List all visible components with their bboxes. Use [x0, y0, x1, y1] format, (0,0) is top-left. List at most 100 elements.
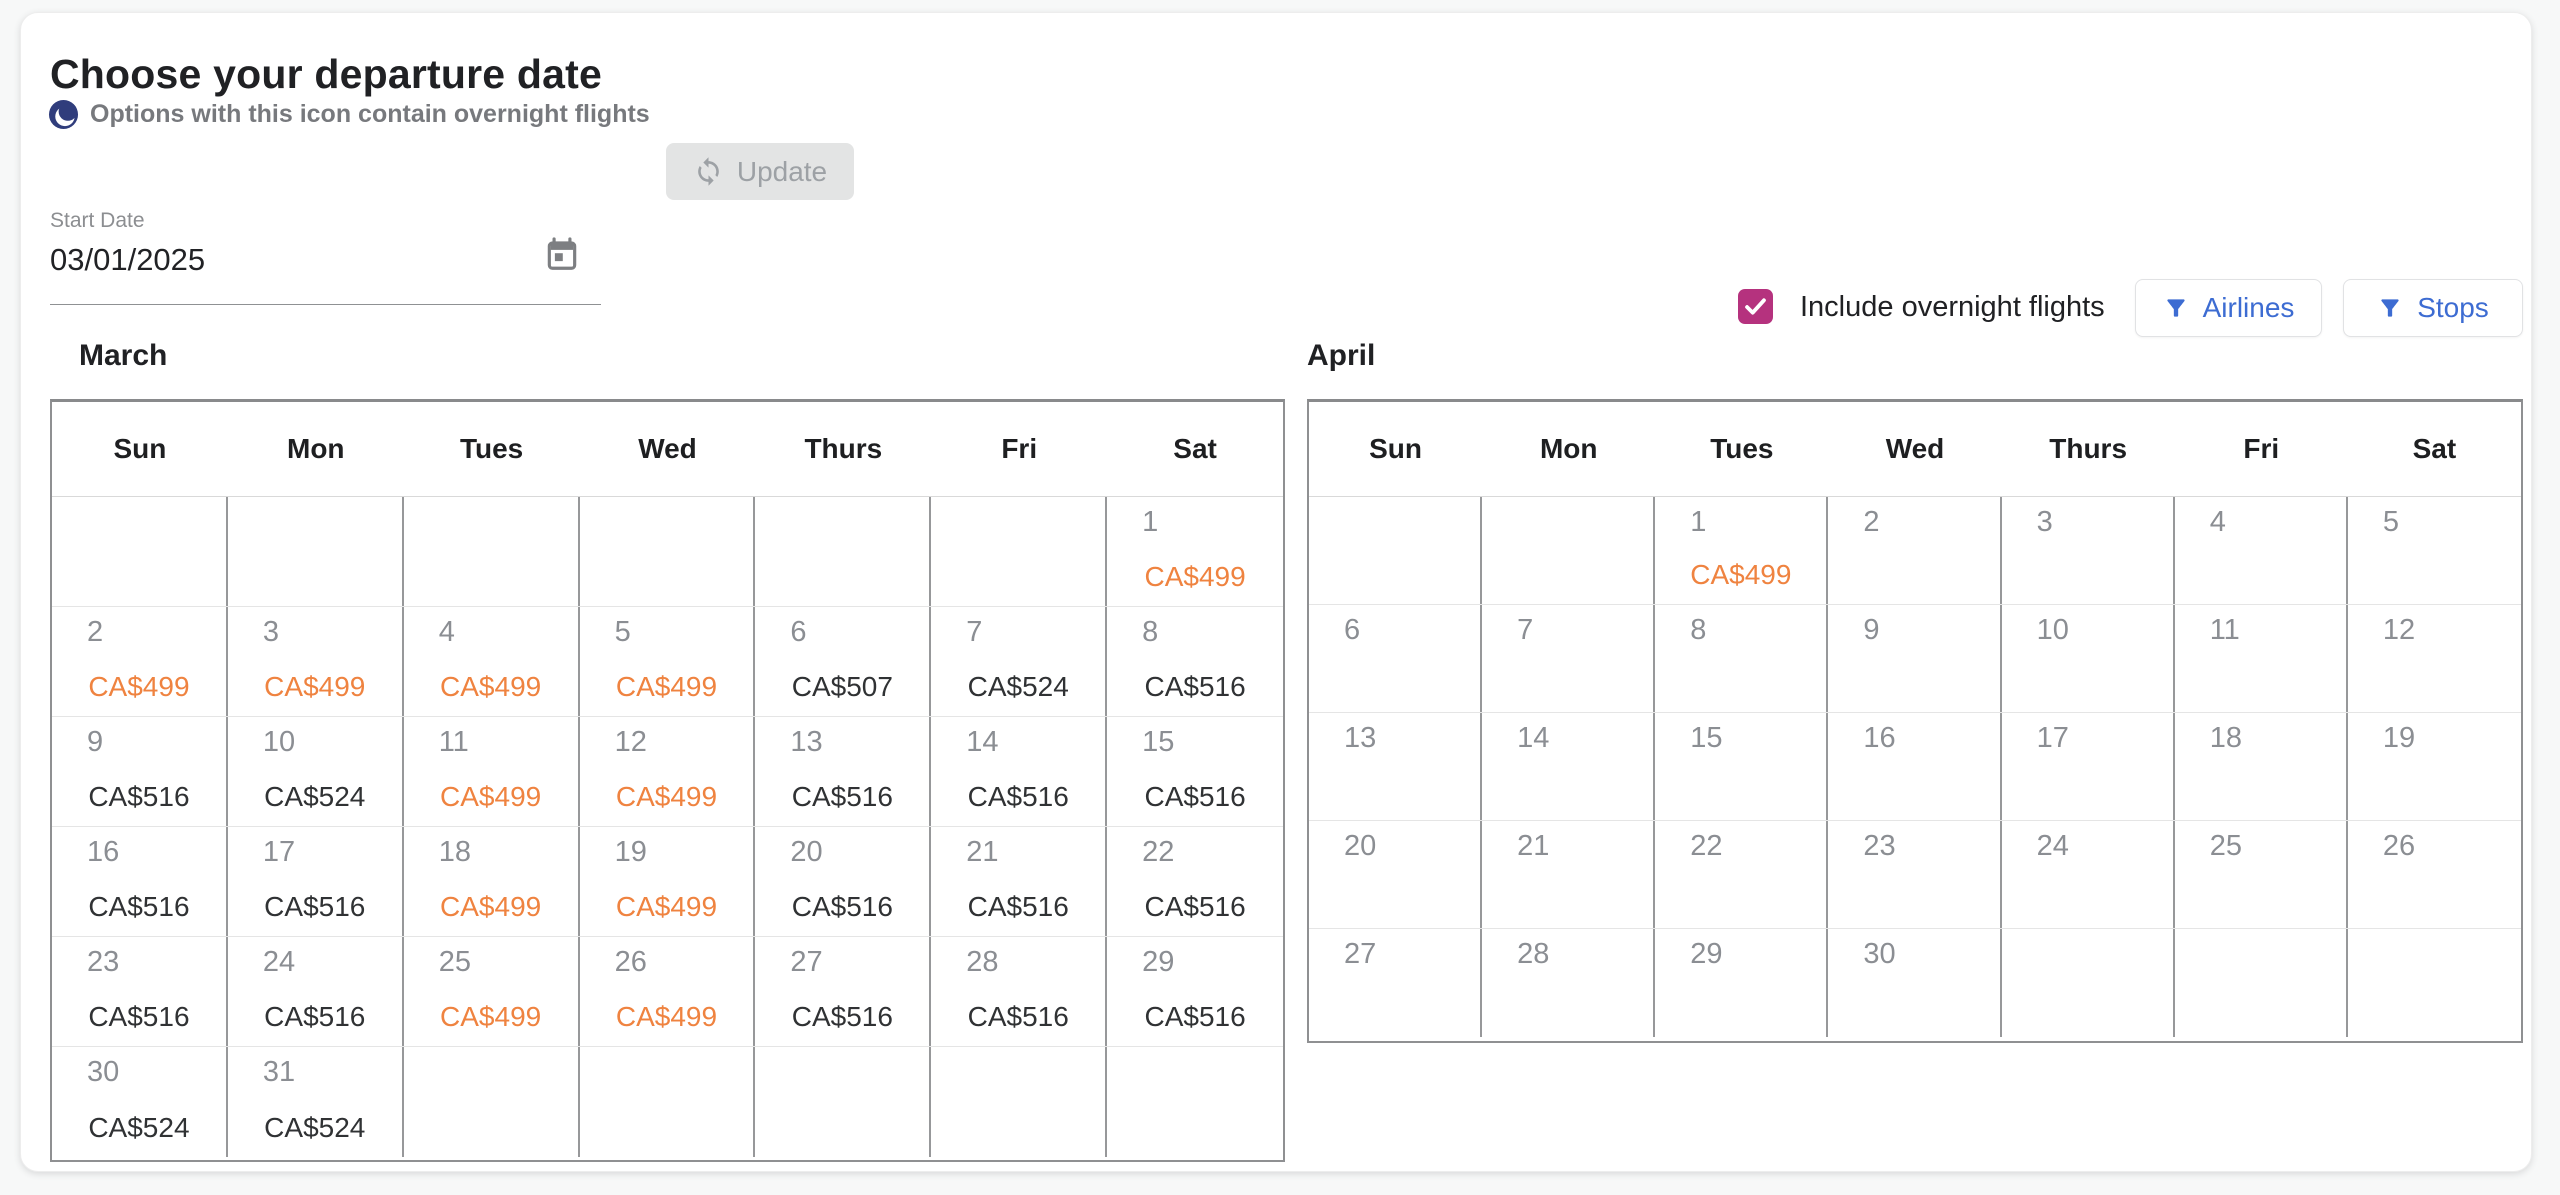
day-number: 2: [87, 616, 104, 648]
calendar-day-cell[interactable]: 4 CA$499: [404, 607, 580, 716]
calendar-day-cell: [228, 497, 404, 606]
calendar-day-cell: 13: [1309, 713, 1483, 820]
calendar-day-cell[interactable]: 5 CA$499: [580, 607, 756, 716]
calendar-day-cell[interactable]: 21 CA$516: [931, 827, 1108, 936]
calendar-day-cell: [2002, 929, 2175, 1037]
start-date-value[interactable]: 03/01/2025: [50, 242, 206, 277]
price-label: CA$499: [440, 781, 542, 812]
airlines-button-label: Airlines: [2202, 292, 2295, 323]
calendar-day-cell[interactable]: 22 CA$516: [1107, 827, 1283, 936]
start-date-field[interactable]: Start Date 03/01/2025: [50, 209, 601, 305]
calendar-day-cell[interactable]: 30 CA$524: [52, 1047, 228, 1157]
calendar-day-cell: 26: [2348, 821, 2521, 928]
day-number: 6: [1344, 614, 1361, 646]
calendar-day-cell: 24: [2002, 821, 2175, 928]
calendar-day-cell: [1107, 1047, 1283, 1157]
calendar-day-cell[interactable]: 8 CA$516: [1107, 607, 1283, 716]
day-number: 17: [2036, 722, 2069, 754]
day-number: 4: [438, 616, 455, 648]
calendar-day-cell[interactable]: 15 CA$516: [1107, 717, 1283, 826]
price-label: CA$524: [967, 671, 1069, 702]
day-number: 9: [87, 726, 104, 758]
calendar-day-cell: 16: [1828, 713, 2002, 820]
day-number: 11: [438, 726, 469, 758]
day-number: 19: [614, 836, 647, 868]
calendar-day-cell[interactable]: 11 CA$499: [404, 717, 580, 826]
calendar-day-cell[interactable]: 27 CA$516: [755, 937, 932, 1046]
calendar-day-cell[interactable]: 2 CA$499: [52, 607, 228, 716]
calendar-day-cell[interactable]: 29 CA$516: [1107, 937, 1283, 1046]
price-label: CA$516: [88, 1001, 190, 1032]
month-label-march: March: [79, 339, 168, 372]
calendar-day-cell[interactable]: 10 CA$524: [228, 717, 404, 826]
day-number: 16: [87, 836, 120, 868]
day-header: Wed: [1885, 433, 1945, 464]
calendar-day-cell[interactable]: 17 CA$516: [228, 827, 404, 936]
day-header: Thurs: [804, 433, 883, 464]
day-number: 28: [1517, 938, 1550, 970]
price-label: CA$499: [88, 671, 190, 702]
price-label: CA$524: [88, 1112, 190, 1143]
price-label: CA$499: [1690, 559, 1792, 590]
day-number: 29: [1690, 938, 1723, 970]
include-overnight-label[interactable]: Include overnight flights: [1800, 291, 2105, 323]
calendar-day-cell[interactable]: 31 CA$524: [228, 1047, 404, 1157]
calendar-week-row: 6 7 8 9 10 11 12: [1309, 605, 2521, 713]
day-number: 23: [1863, 830, 1896, 862]
calendar-day-cell[interactable]: 28 CA$516: [931, 937, 1108, 1046]
departure-date-card: Choose your departure date Options with …: [20, 12, 2532, 1172]
stops-filter-button[interactable]: Stops: [2343, 279, 2523, 337]
price-label: CA$499: [615, 891, 718, 922]
calendar-day-cell[interactable]: 26 CA$499: [580, 937, 756, 1046]
calendar-day-cell[interactable]: 3 CA$499: [228, 607, 404, 716]
price-label: CA$524: [264, 781, 366, 812]
day-number: 15: [1142, 726, 1175, 758]
price-label: CA$499: [264, 671, 366, 702]
calendar-day-cell: 15: [1655, 713, 1829, 820]
calendar-day-cell[interactable]: 23 CA$516: [52, 937, 228, 1046]
day-number: 14: [1517, 722, 1550, 754]
calendar-day-cell[interactable]: 6 CA$507: [755, 607, 932, 716]
calendar-day-cell[interactable]: 13 CA$516: [755, 717, 932, 826]
day-number: 30: [1863, 938, 1896, 970]
calendar-day-cell[interactable]: 7 CA$524: [931, 607, 1108, 716]
price-label: CA$516: [88, 891, 190, 922]
calendar-icon[interactable]: [543, 235, 581, 273]
day-number: 5: [2382, 506, 2399, 538]
calendar-day-cell[interactable]: 1 CA$499: [1107, 497, 1283, 606]
include-overnight-checkbox[interactable]: [1738, 289, 1773, 324]
calendar-day-cell[interactable]: 24 CA$516: [228, 937, 404, 1046]
calendar-day-cell[interactable]: 16 CA$516: [52, 827, 228, 936]
update-button[interactable]: Update: [666, 143, 854, 200]
calendar-day-cell: 22: [1655, 821, 1829, 928]
overnight-moon-icon: [48, 99, 79, 130]
calendar-day-cell[interactable]: 1 CA$499: [1655, 497, 1829, 604]
calendar-day-cell[interactable]: 9 CA$516: [52, 717, 228, 826]
day-number: 16: [1863, 722, 1896, 754]
calendar-day-cell[interactable]: 19 CA$499: [580, 827, 756, 936]
calendar-day-cell[interactable]: 14 CA$516: [931, 717, 1108, 826]
day-header: Fri: [2243, 433, 2280, 464]
calendar-day-cell: [2348, 929, 2521, 1037]
calendar-day-cell[interactable]: 20 CA$516: [755, 827, 932, 936]
price-label: CA$516: [967, 781, 1069, 812]
day-number: 27: [790, 946, 823, 978]
price-label: CA$524: [264, 1112, 366, 1143]
day-number: 10: [262, 726, 296, 758]
day-number: 22: [1690, 830, 1723, 862]
day-number: 14: [966, 726, 999, 758]
day-header: Sun: [113, 433, 167, 464]
calendar-day-cell[interactable]: 25 CA$499: [404, 937, 580, 1046]
price-label: CA$516: [1144, 781, 1246, 812]
day-number: 13: [790, 726, 823, 758]
day-number: 22: [1142, 836, 1175, 868]
calendar-day-cell: 17: [2002, 713, 2175, 820]
calendar-day-cell[interactable]: 12 CA$499: [580, 717, 756, 826]
calendar-day-cell[interactable]: 18 CA$499: [404, 827, 580, 936]
calendar-day-cell: 20: [1309, 821, 1483, 928]
calendar-week-row: 20 21 22 23 24 25 26: [1309, 821, 2521, 929]
checkmark-icon: [1745, 298, 1766, 315]
airlines-filter-button[interactable]: Airlines: [2135, 279, 2322, 337]
day-header: Tues: [1710, 433, 1774, 464]
overnight-legend: Options with this icon contain overnight…: [48, 99, 650, 130]
